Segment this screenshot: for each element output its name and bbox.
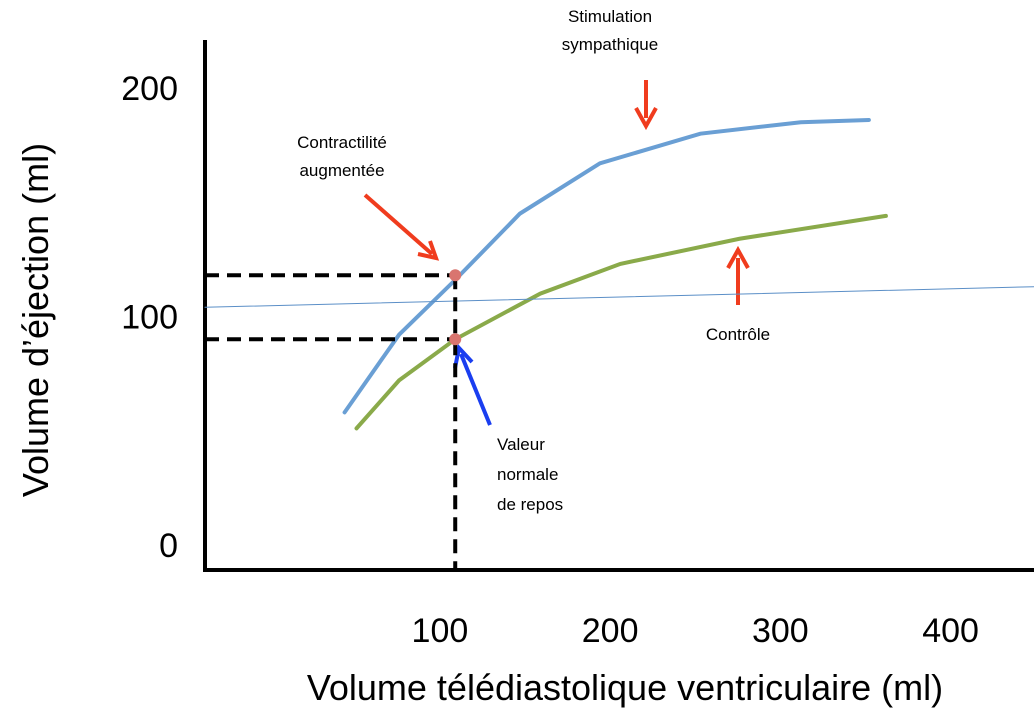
y-tick-label: 0 bbox=[159, 527, 178, 565]
x-tick-label: 100 bbox=[412, 612, 469, 650]
y-tick-label: 200 bbox=[121, 70, 178, 108]
annotation: Contrôle bbox=[706, 325, 770, 344]
annotation: de repos bbox=[497, 495, 563, 514]
annotation: Contractilité bbox=[297, 133, 387, 152]
y-axis-title: Volume d’éjection (ml) bbox=[15, 143, 56, 497]
y-tick-label: 100 bbox=[121, 298, 178, 336]
x-axis-title: Volume télédiastolique ventriculaire (ml… bbox=[307, 667, 943, 708]
arrows bbox=[363, 80, 750, 426]
annotations: Stimulation sympathique Contractilité au… bbox=[297, 7, 770, 514]
annotation: augmentée bbox=[299, 161, 384, 180]
annotation: Stimulation bbox=[568, 7, 652, 26]
arrow-head bbox=[417, 240, 440, 261]
x-tick-label: 200 bbox=[582, 612, 639, 650]
arrow-head bbox=[453, 343, 474, 369]
series-line bbox=[204, 286, 1034, 308]
annotation: normale bbox=[497, 465, 558, 484]
annotation: Valeur bbox=[497, 435, 545, 454]
arrow-head bbox=[634, 107, 658, 131]
series-line bbox=[342, 117, 871, 415]
x-tick-label: 400 bbox=[922, 612, 979, 650]
arrow-head bbox=[726, 245, 750, 269]
series-line bbox=[354, 213, 888, 431]
x-tick-label: 300 bbox=[752, 612, 809, 650]
annotation: sympathique bbox=[562, 35, 658, 54]
arrow bbox=[363, 193, 434, 256]
arrow bbox=[459, 353, 492, 426]
point bbox=[449, 333, 462, 346]
point bbox=[449, 269, 462, 282]
